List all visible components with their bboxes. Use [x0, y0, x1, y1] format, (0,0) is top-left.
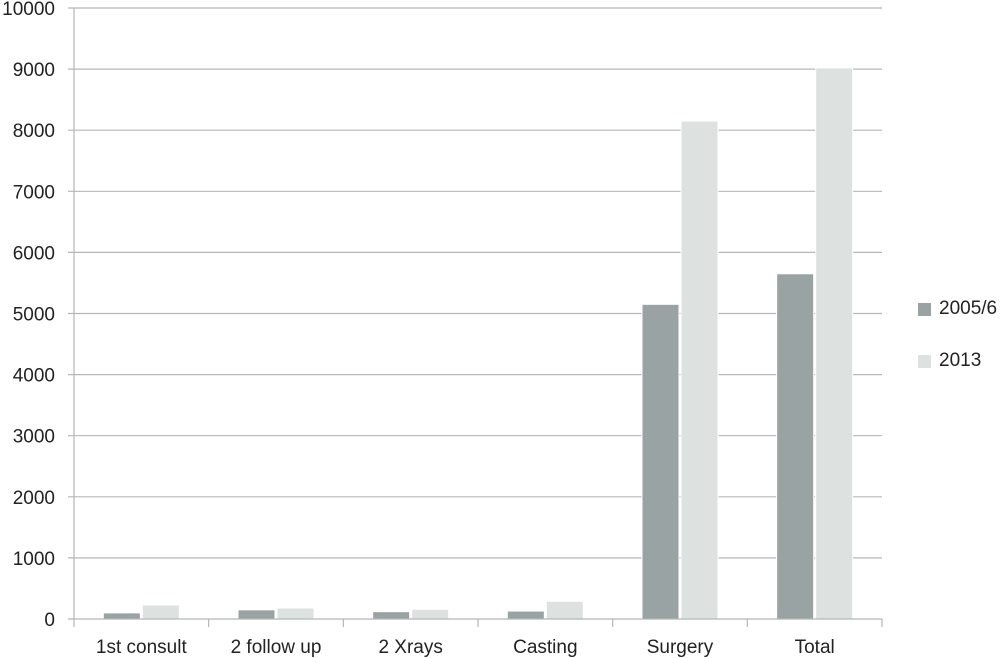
legend-item-2005-6: 2005/6: [918, 296, 997, 322]
y-tick-label: 8000: [13, 121, 55, 142]
x-tick-label: Surgery: [647, 637, 714, 658]
bar-2005-6-surgery: [641, 303, 680, 620]
legend: 2005/6 2013: [918, 296, 997, 400]
y-tick-label: 2000: [13, 488, 55, 509]
bar-2013-1st-consult: [141, 604, 180, 620]
x-tick-label: 2 follow up: [231, 637, 322, 658]
bar-2005-6-total: [776, 273, 815, 620]
bar-2013-2-follow-up: [276, 607, 315, 620]
bar-2013-surgery: [680, 120, 719, 620]
bar-2013-2-xrays: [411, 608, 450, 620]
legend-swatch-2005-6: [918, 302, 931, 316]
x-tick-label: Casting: [513, 637, 577, 658]
bar-2005-6-2-xrays: [372, 611, 411, 620]
bar-2005-6-1st-consult: [102, 612, 141, 620]
bar-2013-casting: [545, 600, 584, 620]
y-tick-label: 5000: [13, 305, 55, 326]
x-tick-label: 1st consult: [96, 637, 188, 658]
y-tick-label: 1000: [13, 549, 55, 570]
legend-label-2005-6: 2005/6: [939, 298, 998, 319]
y-tick-label: 0: [44, 610, 55, 631]
y-tick-label: 6000: [13, 243, 55, 264]
bar-2013-total: [815, 67, 854, 620]
bar-2005-6-2-follow-up: [237, 609, 276, 620]
x-axis-ticks: 1st consult 2 follow up 2 Xrays Casting Surg…: [96, 637, 835, 658]
legend-swatch-2013: [918, 354, 931, 368]
y-tick-label: 9000: [13, 60, 55, 81]
gridlines: [68, 7, 882, 559]
y-tick-label: 3000: [13, 427, 55, 448]
bars: [102, 67, 854, 620]
legend-label-2013: 2013: [939, 350, 982, 371]
y-tick-label: 7000: [13, 182, 55, 203]
y-tick-label: 4000: [13, 366, 55, 387]
x-axis: [68, 8, 883, 627]
x-tick-label: 2 Xrays: [378, 637, 442, 658]
x-tick-label: Total: [795, 637, 835, 658]
y-tick-label: 10000: [2, 0, 55, 20]
y-axis-ticks: 0 1000 2000 3000 4000 5000 6000 7000 8000 9000 100…: [2, 0, 55, 631]
legend-item-2013: 2013: [918, 348, 997, 374]
bar-2005-6-casting: [506, 610, 545, 620]
